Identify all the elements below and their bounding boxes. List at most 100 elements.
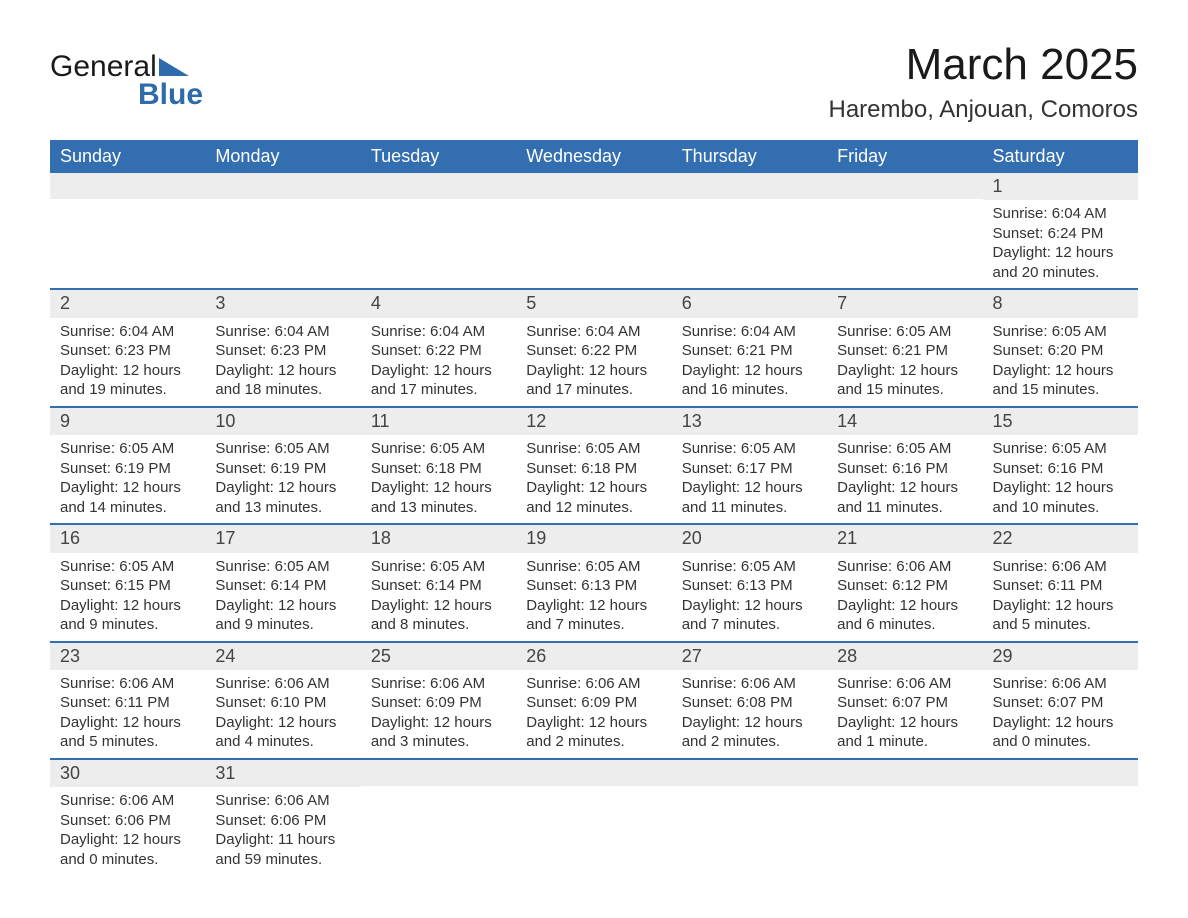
day-cell: 26Sunrise: 6:06 AMSunset: 6:09 PMDayligh… — [516, 642, 671, 759]
location-label: Harembo, Anjouan, Comoros — [829, 96, 1139, 124]
day-daylight1: Daylight: 12 hours — [60, 361, 195, 381]
day-daylight2: and 20 minutes. — [993, 263, 1128, 283]
day-daylight2: and 16 minutes. — [682, 380, 817, 400]
day-sunset: Sunset: 6:11 PM — [60, 693, 195, 713]
day-cell: 10Sunrise: 6:05 AMSunset: 6:19 PMDayligh… — [205, 407, 360, 524]
weekday-header: Thursday — [672, 140, 827, 173]
day-number — [361, 760, 516, 786]
day-sunrise: Sunrise: 6:06 AM — [993, 674, 1128, 694]
day-number: 9 — [50, 408, 205, 435]
day-cell — [50, 173, 205, 289]
day-sunrise: Sunrise: 6:05 AM — [993, 439, 1128, 459]
day-details: Sunrise: 6:05 AMSunset: 6:19 PMDaylight:… — [205, 435, 360, 519]
day-details: Sunrise: 6:06 AMSunset: 6:07 PMDaylight:… — [827, 670, 982, 754]
day-cell: 14Sunrise: 6:05 AMSunset: 6:16 PMDayligh… — [827, 407, 982, 524]
empty-day — [827, 199, 982, 283]
day-sunset: Sunset: 6:18 PM — [371, 459, 506, 479]
day-daylight1: Daylight: 12 hours — [993, 243, 1128, 263]
day-details: Sunrise: 6:06 AMSunset: 6:08 PMDaylight:… — [672, 670, 827, 754]
week-row: 16Sunrise: 6:05 AMSunset: 6:15 PMDayligh… — [50, 524, 1138, 641]
day-sunset: Sunset: 6:22 PM — [371, 341, 506, 361]
day-details: Sunrise: 6:05 AMSunset: 6:20 PMDaylight:… — [983, 318, 1138, 402]
day-number: 4 — [361, 290, 516, 317]
day-number: 10 — [205, 408, 360, 435]
day-cell: 24Sunrise: 6:06 AMSunset: 6:10 PMDayligh… — [205, 642, 360, 759]
day-daylight1: Daylight: 12 hours — [371, 596, 506, 616]
day-sunrise: Sunrise: 6:05 AM — [682, 439, 817, 459]
day-cell: 5Sunrise: 6:04 AMSunset: 6:22 PMDaylight… — [516, 289, 671, 406]
day-daylight1: Daylight: 12 hours — [837, 478, 972, 498]
day-details: Sunrise: 6:06 AMSunset: 6:10 PMDaylight:… — [205, 670, 360, 754]
day-daylight2: and 10 minutes. — [993, 498, 1128, 518]
day-daylight1: Daylight: 12 hours — [526, 596, 661, 616]
day-sunset: Sunset: 6:11 PM — [993, 576, 1128, 596]
day-cell: 30Sunrise: 6:06 AMSunset: 6:06 PMDayligh… — [50, 759, 205, 875]
day-cell: 29Sunrise: 6:06 AMSunset: 6:07 PMDayligh… — [983, 642, 1138, 759]
day-cell: 31Sunrise: 6:06 AMSunset: 6:06 PMDayligh… — [205, 759, 360, 875]
day-details: Sunrise: 6:04 AMSunset: 6:23 PMDaylight:… — [205, 318, 360, 402]
logo-word2: Blue — [138, 78, 203, 112]
day-cell: 25Sunrise: 6:06 AMSunset: 6:09 PMDayligh… — [361, 642, 516, 759]
day-sunrise: Sunrise: 6:06 AM — [215, 674, 350, 694]
day-cell: 16Sunrise: 6:05 AMSunset: 6:15 PMDayligh… — [50, 524, 205, 641]
day-details: Sunrise: 6:05 AMSunset: 6:14 PMDaylight:… — [361, 553, 516, 637]
day-sunrise: Sunrise: 6:05 AM — [682, 557, 817, 577]
empty-day — [361, 199, 516, 283]
day-number: 15 — [983, 408, 1138, 435]
day-cell — [672, 759, 827, 875]
day-number: 20 — [672, 525, 827, 552]
day-daylight2: and 17 minutes. — [526, 380, 661, 400]
day-details: Sunrise: 6:05 AMSunset: 6:18 PMDaylight:… — [361, 435, 516, 519]
day-sunset: Sunset: 6:07 PM — [837, 693, 972, 713]
day-details: Sunrise: 6:04 AMSunset: 6:22 PMDaylight:… — [516, 318, 671, 402]
day-cell: 2Sunrise: 6:04 AMSunset: 6:23 PMDaylight… — [50, 289, 205, 406]
day-daylight2: and 18 minutes. — [215, 380, 350, 400]
day-number: 30 — [50, 760, 205, 787]
day-sunset: Sunset: 6:15 PM — [60, 576, 195, 596]
weekday-header: Saturday — [983, 140, 1138, 173]
day-sunset: Sunset: 6:23 PM — [215, 341, 350, 361]
day-number: 18 — [361, 525, 516, 552]
day-sunset: Sunset: 6:10 PM — [215, 693, 350, 713]
day-cell — [516, 759, 671, 875]
day-daylight2: and 5 minutes. — [60, 732, 195, 752]
day-daylight2: and 15 minutes. — [837, 380, 972, 400]
week-row: 23Sunrise: 6:06 AMSunset: 6:11 PMDayligh… — [50, 642, 1138, 759]
day-daylight2: and 4 minutes. — [215, 732, 350, 752]
day-cell: 8Sunrise: 6:05 AMSunset: 6:20 PMDaylight… — [983, 289, 1138, 406]
day-details: Sunrise: 6:06 AMSunset: 6:11 PMDaylight:… — [50, 670, 205, 754]
day-cell: 13Sunrise: 6:05 AMSunset: 6:17 PMDayligh… — [672, 407, 827, 524]
day-daylight2: and 3 minutes. — [371, 732, 506, 752]
week-row: 30Sunrise: 6:06 AMSunset: 6:06 PMDayligh… — [50, 759, 1138, 875]
day-daylight2: and 15 minutes. — [993, 380, 1128, 400]
day-sunrise: Sunrise: 6:06 AM — [60, 791, 195, 811]
day-daylight2: and 6 minutes. — [837, 615, 972, 635]
day-details: Sunrise: 6:04 AMSunset: 6:24 PMDaylight:… — [983, 200, 1138, 284]
day-daylight1: Daylight: 12 hours — [60, 478, 195, 498]
day-sunrise: Sunrise: 6:05 AM — [526, 557, 661, 577]
day-daylight2: and 13 minutes. — [215, 498, 350, 518]
day-cell: 12Sunrise: 6:05 AMSunset: 6:18 PMDayligh… — [516, 407, 671, 524]
month-title: March 2025 — [829, 40, 1139, 90]
day-cell: 7Sunrise: 6:05 AMSunset: 6:21 PMDaylight… — [827, 289, 982, 406]
day-number: 29 — [983, 643, 1138, 670]
day-daylight2: and 9 minutes. — [60, 615, 195, 635]
day-number: 21 — [827, 525, 982, 552]
day-daylight2: and 13 minutes. — [371, 498, 506, 518]
empty-day — [516, 199, 671, 283]
day-number — [672, 173, 827, 199]
day-daylight2: and 11 minutes. — [837, 498, 972, 518]
weekday-header-row: Sunday Monday Tuesday Wednesday Thursday… — [50, 140, 1138, 173]
day-cell — [361, 759, 516, 875]
day-daylight2: and 17 minutes. — [371, 380, 506, 400]
title-block: March 2025 Harembo, Anjouan, Comoros — [829, 40, 1139, 124]
day-details: Sunrise: 6:06 AMSunset: 6:09 PMDaylight:… — [361, 670, 516, 754]
day-details: Sunrise: 6:04 AMSunset: 6:21 PMDaylight:… — [672, 318, 827, 402]
day-details: Sunrise: 6:04 AMSunset: 6:23 PMDaylight:… — [50, 318, 205, 402]
day-details: Sunrise: 6:04 AMSunset: 6:22 PMDaylight:… — [361, 318, 516, 402]
day-daylight1: Daylight: 12 hours — [682, 596, 817, 616]
day-daylight1: Daylight: 12 hours — [215, 361, 350, 381]
day-sunrise: Sunrise: 6:04 AM — [682, 322, 817, 342]
day-sunrise: Sunrise: 6:05 AM — [60, 557, 195, 577]
empty-day — [205, 199, 360, 283]
